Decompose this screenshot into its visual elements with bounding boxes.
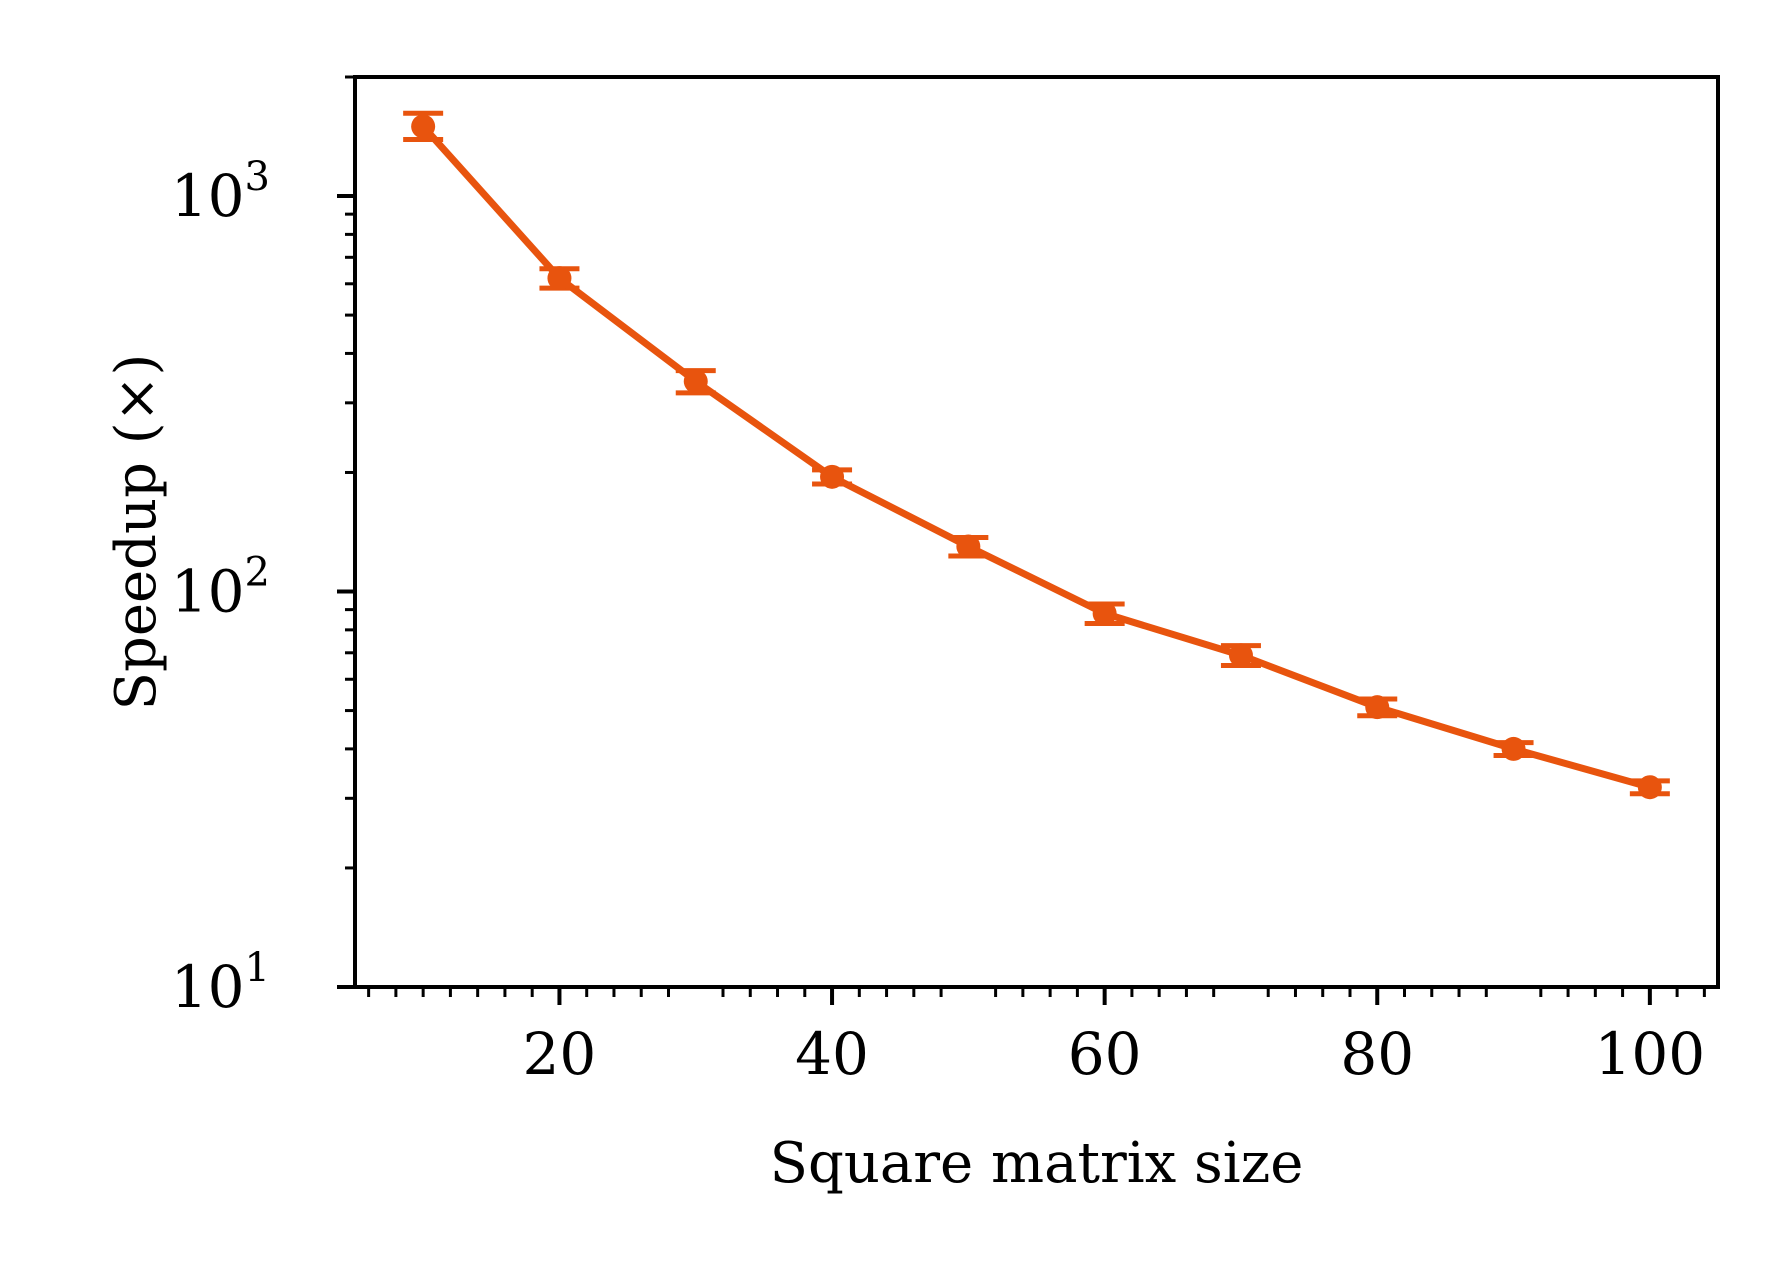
x-tick-label: 40	[795, 1020, 869, 1088]
x-axis-label: Square matrix size	[770, 1131, 1304, 1196]
data-point	[547, 266, 572, 291]
axes: 20 40 60 80 100 101 102 103	[171, 75, 1720, 1088]
x-tick-label: 20	[523, 1020, 597, 1088]
data-point	[1092, 601, 1117, 626]
data-point	[1228, 643, 1253, 668]
y-axis-label: Speedup (×)	[104, 354, 169, 711]
data-point	[411, 114, 436, 139]
data-point	[1365, 695, 1390, 720]
data-point	[1501, 736, 1526, 761]
plot-area	[403, 110, 1670, 800]
y-tick-label: 103	[171, 154, 270, 230]
x-tick-label: 60	[1068, 1020, 1142, 1088]
axes-frame	[353, 75, 1720, 989]
data-point	[1637, 775, 1662, 800]
data-point	[956, 534, 981, 559]
data-point	[820, 464, 845, 489]
x-tick-label: 100	[1594, 1020, 1705, 1088]
x-tick-label: 80	[1340, 1020, 1414, 1088]
y-tick-label: 102	[171, 550, 270, 626]
data-point	[683, 369, 708, 394]
series-line	[420, 124, 1651, 791]
y-tick-label: 101	[171, 945, 270, 1021]
